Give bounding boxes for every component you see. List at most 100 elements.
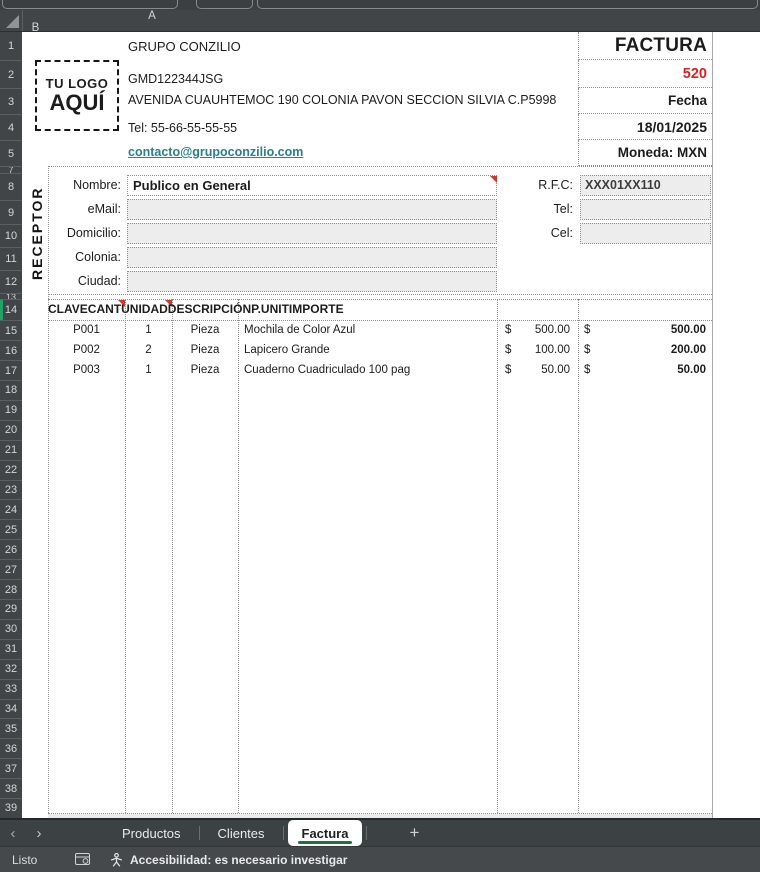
cell-importe[interactable]: $ 500.00: [578, 320, 712, 340]
comment-indicator-icon: [490, 176, 497, 183]
cell-cant[interactable]: 2: [145, 344, 152, 356]
table-row[interactable]: P001 1 Pieza Mochila de Color Azul $ 500…: [48, 320, 712, 340]
cell-unidad[interactable]: Pieza: [190, 324, 220, 336]
table-col-border-1: [125, 299, 126, 813]
row-header[interactable]: 24: [0, 499, 22, 519]
sheet-tabs: Productos Clientes Factura: [104, 820, 368, 846]
row-header[interactable]: 14: [0, 299, 22, 320]
row-header[interactable]: 4: [0, 114, 22, 140]
row-header[interactable]: 1: [7, 40, 15, 52]
cell-unidad[interactable]: Pieza: [190, 344, 220, 356]
add-sheet-button[interactable]: +: [409, 823, 420, 842]
sheet-tab-clientes[interactable]: Clientes: [217, 825, 265, 841]
column-header[interactable]: B: [22, 22, 48, 31]
date-value[interactable]: 18/01/2025: [578, 114, 712, 140]
row-header[interactable]: 9: [0, 200, 22, 224]
sheet-tab-productos[interactable]: Productos: [122, 825, 181, 841]
cell-cant[interactable]: 1: [145, 324, 152, 336]
cell-punit[interactable]: $ 100.00: [497, 340, 578, 360]
importe-amount: 50.00: [677, 364, 706, 376]
receptor-field-input[interactable]: Publico en General: [127, 175, 497, 196]
row-header[interactable]: 23: [0, 479, 22, 500]
receptor-field-label: eMail:: [87, 202, 121, 216]
row-header[interactable]: 33: [0, 678, 22, 699]
receptor-field-input[interactable]: [127, 223, 497, 244]
row-header[interactable]: 26: [0, 539, 22, 559]
macro-record-icon[interactable]: [68, 853, 96, 866]
row-header[interactable]: 20: [0, 419, 22, 440]
row-header[interactable]: 39: [0, 798, 22, 818]
invoice-number[interactable]: 520: [578, 60, 712, 88]
row-header[interactable]: 21: [0, 439, 22, 460]
row-header[interactable]: 15: [0, 320, 22, 340]
company-email-link[interactable]: contacto@grupoconzilio.com: [128, 145, 304, 159]
row-header[interactable]: 25: [0, 519, 22, 539]
cell-punit[interactable]: $ 500.00: [497, 320, 578, 340]
worksheet[interactable]: TU LOGO AQUÍ GRUPO CONZILIO GMD122344JSG…: [22, 32, 760, 818]
contact-field-input[interactable]: XXX01XX110: [580, 175, 711, 196]
row-header[interactable]: 8: [0, 173, 22, 200]
row-header[interactable]: 31: [0, 638, 22, 659]
contact-field-input[interactable]: [580, 223, 711, 244]
cell-punit[interactable]: $ 50.00: [497, 360, 578, 380]
sheet-tab-factura-active[interactable]: Factura: [287, 820, 363, 846]
currency-symbol: $: [505, 324, 512, 336]
name-box[interactable]: [2, 0, 178, 9]
cell-clave[interactable]: P002: [73, 344, 100, 356]
receptor-field-label: Nombre:: [73, 178, 121, 192]
contact-field-input[interactable]: [580, 199, 711, 220]
receptor-field-label: Ciudad:: [77, 274, 121, 288]
row-header[interactable]: 18: [0, 380, 22, 400]
receptor-field-input[interactable]: [127, 247, 497, 268]
row-header[interactable]: 29: [0, 598, 22, 619]
row-header[interactable]: 12: [0, 270, 22, 293]
row-header[interactable]: 16: [0, 340, 22, 360]
row-header[interactable]: 35: [0, 718, 22, 738]
row-header[interactable]: 7: [0, 166, 22, 173]
row-header[interactable]: 17: [0, 360, 22, 380]
row-header[interactable]: 13: [0, 293, 22, 299]
row-header[interactable]: 3: [0, 88, 22, 114]
select-all-corner[interactable]: [0, 10, 22, 31]
row-header[interactable]: 2: [0, 60, 22, 88]
row-header[interactable]: 30: [0, 618, 22, 639]
row-header[interactable]: 19: [0, 399, 22, 420]
status-ready-label: Listo: [12, 852, 38, 867]
cell-descripcion[interactable]: Lapicero Grande: [244, 344, 330, 356]
cell-descripcion[interactable]: Mochila de Color Azul: [244, 324, 356, 336]
punit-amount: 500.00: [534, 324, 570, 336]
receptor-field-inputs: Publico en General: [127, 175, 497, 295]
fx-button[interactable]: [196, 0, 253, 9]
row-header[interactable]: 10: [0, 224, 22, 247]
row-header[interactable]: 28: [0, 579, 22, 599]
cell-descripcion[interactable]: Cuaderno Cuadriculado 100 pag: [244, 364, 411, 376]
row-header[interactable]: 22: [0, 459, 22, 480]
table-row[interactable]: P002 2 Pieza Lapicero Grande $ 100.00 $ …: [48, 340, 712, 360]
row-header[interactable]: 32: [0, 658, 22, 679]
cell-cant[interactable]: 1: [145, 364, 152, 376]
row-header[interactable]: 37: [0, 758, 22, 778]
next-sheet-icon[interactable]: ›: [36, 824, 42, 842]
receptor-field-input[interactable]: [127, 271, 497, 292]
row-header[interactable]: 38: [0, 778, 22, 798]
prev-sheet-icon[interactable]: ‹: [10, 824, 16, 842]
cell-importe[interactable]: $ 200.00: [578, 340, 712, 360]
table-row[interactable]: P003 1 Pieza Cuaderno Cuadriculado 100 p…: [48, 360, 712, 380]
row-header[interactable]: 5: [0, 140, 22, 166]
row-header[interactable]: 34: [0, 698, 22, 719]
row-header[interactable]: 27: [0, 559, 22, 579]
accessibility-status[interactable]: Accesibilidad: es necesario investigar: [108, 852, 347, 867]
row-header[interactable]: 11: [0, 247, 22, 270]
logo-placeholder[interactable]: TU LOGO AQUÍ: [35, 60, 119, 131]
formula-input[interactable]: [257, 0, 758, 9]
row-header[interactable]: 36: [0, 738, 22, 758]
currency-symbol: $: [584, 344, 591, 356]
currency-symbol: $: [505, 364, 512, 376]
cell-unidad[interactable]: Pieza: [190, 364, 220, 376]
cell-clave[interactable]: P001: [73, 324, 100, 336]
cell-clave[interactable]: P003: [73, 364, 100, 376]
receptor-field-input[interactable]: [127, 199, 497, 220]
column-header[interactable]: A: [22, 10, 281, 22]
cell-importe[interactable]: $ 50.00: [578, 360, 712, 380]
